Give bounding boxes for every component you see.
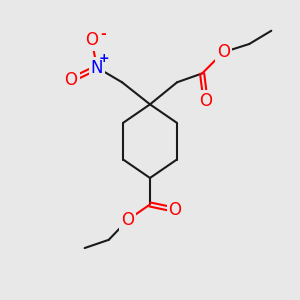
Text: -: -	[100, 27, 106, 41]
Text: +: +	[99, 52, 110, 64]
Text: O: O	[85, 32, 98, 50]
Text: O: O	[217, 43, 230, 61]
Text: O: O	[199, 92, 212, 110]
Text: O: O	[64, 71, 78, 89]
Text: O: O	[169, 201, 182, 219]
Text: O: O	[122, 211, 134, 229]
Text: N: N	[91, 58, 103, 76]
